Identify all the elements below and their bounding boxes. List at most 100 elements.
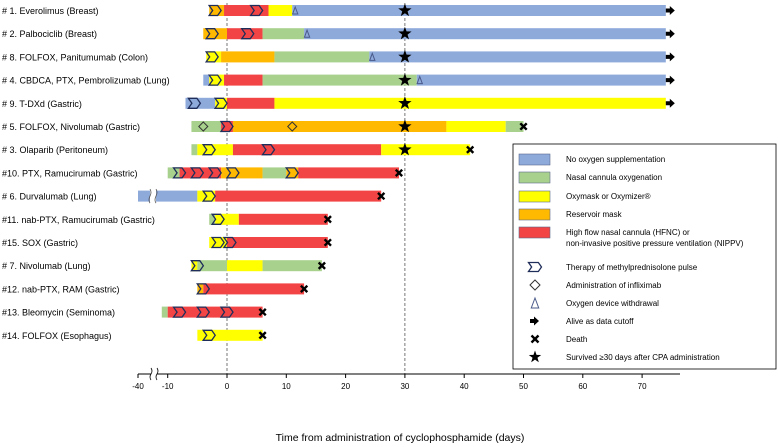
segment-hfnc	[224, 74, 263, 86]
death-marker	[466, 145, 475, 154]
patient-row: #15. SOX (Gastric)	[2, 236, 332, 249]
withdrawal-marker	[416, 75, 424, 85]
pulse-marker	[196, 283, 211, 295]
legend-swatch-hfnc	[518, 226, 551, 239]
legend-label: Survived ≥30 days after CPA administrati…	[566, 353, 720, 362]
alive-arrow	[665, 29, 675, 39]
legend-item-reservoir: Reservoir mask	[518, 208, 623, 221]
withdrawal-marker	[530, 296, 540, 309]
axis-break-line	[148, 188, 152, 204]
x-tick-label: -10	[162, 382, 174, 391]
segment-reservoir	[221, 167, 263, 179]
legend-swatch-oxy	[518, 190, 551, 203]
pulse-marker	[261, 144, 276, 156]
pulse-marker	[207, 4, 222, 17]
x-tick-label: 20	[341, 382, 350, 391]
legend: No oxygen supplementation Nasal cannula o…	[512, 143, 777, 370]
pulse-marker	[172, 306, 187, 318]
legend-swatch-nasal	[518, 171, 551, 184]
death-marker	[258, 308, 267, 317]
legend-label: Therapy of methylprednisolone pulse	[566, 263, 698, 272]
legend-item-none: No oxygen supplementation	[518, 153, 665, 166]
segment-reservoir	[232, 121, 447, 132]
segment-hfnc	[224, 5, 269, 16]
pulse-marker	[207, 74, 222, 86]
plot-area: # 1. Everolimus (Breast) # 2. Palbociclib…	[2, 3, 777, 391]
death-stroke	[258, 308, 267, 317]
segment-nasal	[505, 121, 524, 132]
segment-reservoir	[203, 28, 227, 40]
death-stroke	[466, 145, 475, 154]
patient-row: # 4. CBDCA, PTX, Pembrolizumab (Lung)	[2, 73, 675, 86]
segment-nasal	[262, 28, 305, 40]
infliximab-marker	[198, 121, 209, 132]
segment-oxy	[209, 237, 227, 248]
pulse-marker	[249, 4, 264, 17]
segment-nasal	[262, 74, 417, 86]
death-stroke	[377, 192, 386, 201]
patient-row: # 5. FOLFOX, Nivolumab (Gastric)	[2, 119, 528, 133]
survived-star	[398, 119, 412, 133]
segment-hfnc	[167, 306, 263, 318]
segment-oxy	[209, 74, 225, 86]
death-marker	[300, 284, 309, 293]
alive-arrow	[530, 316, 539, 326]
x-tick-label: 30	[400, 382, 409, 391]
patient-label: # 5. FOLFOX, Nivolumab (Gastric)	[2, 122, 140, 132]
death-stroke	[530, 334, 540, 344]
pulse-marker	[172, 167, 187, 179]
legend-item-oxy: Oxymask or Oxymizer®	[518, 190, 651, 203]
segment-none	[292, 5, 666, 16]
death-marker	[530, 334, 540, 344]
death-marker	[519, 122, 528, 131]
pulse-marker	[201, 329, 217, 341]
segment-hfnc	[298, 167, 399, 179]
death-marker	[323, 215, 332, 224]
pulse-marker	[207, 167, 222, 179]
death-stroke	[323, 238, 332, 247]
x-tick-label: 40	[460, 382, 469, 391]
death-stroke	[300, 284, 309, 293]
legend-label: High flow nasal cannula (HFNC) or	[566, 228, 690, 237]
segment-hfnc	[215, 190, 382, 202]
patient-row: #12. nab-PTX, RAM (Gastric)	[2, 283, 309, 295]
patient-row: # 1. Everolimus (Breast)	[2, 3, 675, 17]
legend-label: Administration of infliximab	[566, 281, 662, 290]
x-axis-break-mark	[149, 367, 153, 381]
alive-arrow	[665, 98, 675, 108]
survived-star	[398, 142, 412, 156]
x-axis-break-mark	[155, 367, 159, 381]
alive-arrow	[665, 75, 675, 85]
pulse-marker	[210, 236, 225, 249]
segment-hfnc	[221, 121, 233, 132]
death-stroke	[323, 215, 332, 224]
death-stroke	[258, 331, 267, 340]
patient-label: #11. nab-PTX, Ramucirumab (Gastric)	[2, 215, 155, 225]
death-marker	[317, 261, 326, 270]
death-stroke	[519, 122, 528, 131]
legend-label: non-invasive positive pressure ventilati…	[566, 239, 744, 248]
survived-star	[398, 49, 412, 63]
segment-none	[416, 74, 666, 86]
legend-swatch-reservoir	[518, 208, 551, 221]
legend-label: Reservoir mask	[566, 210, 623, 219]
pulse-marker	[201, 144, 217, 156]
death-marker	[394, 168, 404, 177]
pulse-marker	[190, 260, 205, 272]
patient-row: #11. nab-PTX, Ramucirumab (Gastric)	[2, 213, 332, 225]
segment-oxy	[215, 97, 227, 109]
withdrawal-marker	[303, 28, 311, 38]
x-tick-label: 70	[638, 382, 647, 391]
axis-break-line	[154, 188, 158, 204]
patient-label: #14. FOLFOX (Esophagus)	[2, 331, 112, 341]
legend-label: Oxymask or Oxymizer®	[566, 192, 651, 201]
segment-nasal	[209, 213, 216, 225]
segment-oxy	[197, 329, 263, 341]
segment-oxy	[268, 5, 293, 16]
death-stroke	[394, 168, 404, 177]
segment-none	[369, 51, 666, 63]
legend-box	[512, 143, 777, 370]
pulse-marker	[187, 97, 202, 109]
segment-oxy	[215, 213, 239, 225]
patient-label: # 3. Olaparib (Peritoneum)	[2, 145, 108, 155]
